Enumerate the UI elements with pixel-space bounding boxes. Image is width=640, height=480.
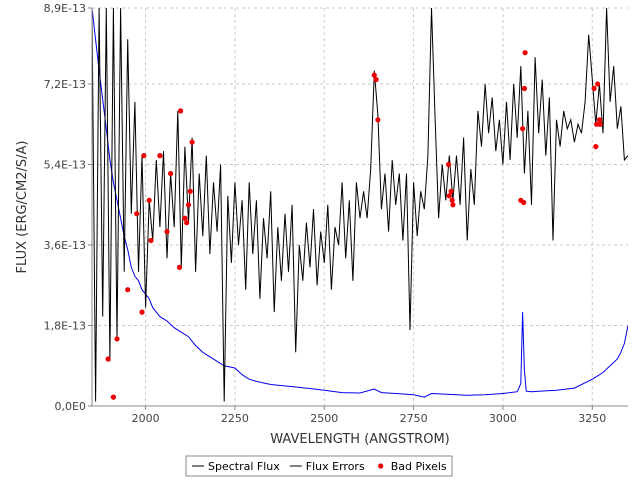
y-tick-label: 0,0E0 [55,400,86,413]
bad-pixel-point [522,50,528,56]
y-axis-title: FLUX (ERG/CM2/S/A) [15,141,30,274]
x-tick-label: 3000 [489,412,517,425]
bad-pixel-point [184,220,190,226]
bad-pixel-point [164,229,170,235]
bad-pixel-point [450,202,456,208]
x-axis: 2000 2250 2500 2750 3000 3250 [92,405,628,425]
x-tick-label: 2000 [132,412,160,425]
bad-pixel-point [597,121,603,127]
legend-box [185,455,453,477]
series-line-flux-errors [92,8,628,398]
bad-pixel-point [134,211,140,217]
x-tick-label: 2500 [310,412,338,425]
bad-pixel-point [375,117,381,123]
bad-pixel-point [157,153,163,159]
bad-pixel-point [141,153,147,159]
bad-pixel-point [148,237,154,244]
bad-pixel-point [125,287,131,293]
bad-pixel-point [139,309,145,315]
bad-pixel-point [371,72,377,78]
bad-pixel-point [520,126,526,132]
bad-pixel-point [185,202,192,208]
bad-pixel-point [110,394,116,400]
x-tick-label: 2750 [400,412,428,425]
bad-pixel-point [446,193,452,199]
bad-pixel-point [168,170,174,177]
bad-pixel-point [176,264,183,270]
bad-pixel-point [373,77,379,83]
legend-label: Spectral Flux [208,460,280,473]
bad-pixel-point [593,144,599,150]
legend-label: Bad Pixels [391,460,447,473]
bad-pixel-point [595,81,601,87]
bad-pixel-point [521,85,528,92]
bad-pixel-point [178,108,184,114]
legend: Spectral Flux Flux Errors Bad Pixels [185,455,453,477]
plot-area [92,8,628,406]
bad-pixel-point [146,197,152,203]
x-tick-label: 2250 [221,412,249,425]
bad-pixel-point [596,117,603,123]
y-tick-label: 5,4E-13 [44,159,86,172]
y-tick-label: 1,8E-13 [44,320,86,333]
bad-pixel-point [189,139,195,145]
bad-pixel-point [114,336,120,342]
x-tick-label: 3250 [578,412,606,425]
bad-pixel-point [105,356,111,362]
y-tick-label: 8,9E-13 [44,2,86,15]
x-axis-title: WAVELENGTH (ANGSTROM) [270,432,449,447]
plot-series [92,8,628,402]
legend-swatch-dot [378,463,384,469]
y-axis: 0,0E0 1,8E-13 3,6E-13 5,4E-13 7,2E-13 8,9E-13 [44,2,93,413]
bad-pixel-point [449,197,455,203]
bad-pixel-point [591,85,597,92]
bad-pixel-point [187,188,193,194]
legend-label: Flux Errors [306,460,365,473]
y-tick-label: 3,6E-13 [44,239,86,252]
bad-pixel-point [182,215,188,221]
y-tick-label: 7,2E-13 [44,78,86,91]
bad-pixel-point [521,199,527,206]
bad-pixel-point [448,188,454,194]
bad-pixel-point [446,161,452,168]
